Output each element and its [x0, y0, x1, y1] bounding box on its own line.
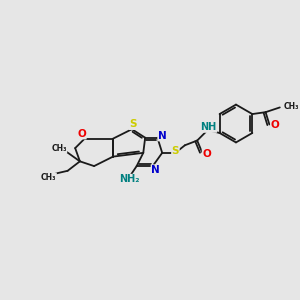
Text: N: N	[158, 131, 167, 141]
Text: NH₂: NH₂	[119, 174, 139, 184]
Text: S: S	[129, 119, 136, 130]
Text: CH₃: CH₃	[51, 144, 67, 153]
Text: CH₃: CH₃	[284, 102, 299, 111]
Text: O: O	[271, 120, 279, 130]
Text: N: N	[151, 165, 160, 175]
Text: NH: NH	[200, 122, 217, 132]
Text: O: O	[77, 129, 86, 139]
Text: S: S	[172, 146, 179, 156]
Text: O: O	[202, 149, 211, 159]
Text: CH₃: CH₃	[41, 173, 56, 182]
